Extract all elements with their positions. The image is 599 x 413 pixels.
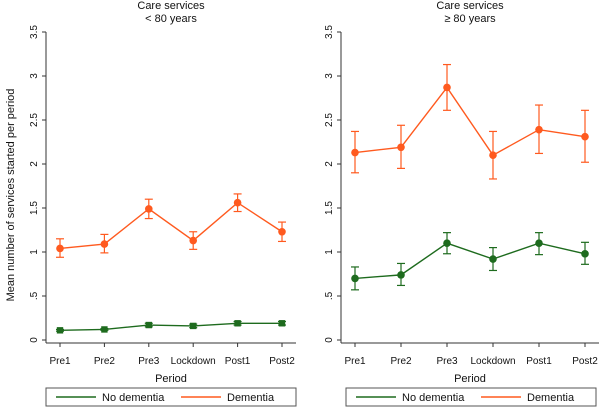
x-tick-label: Pre1	[344, 356, 366, 367]
legend-label: Dementia	[227, 392, 275, 404]
x-axis-label: Period	[155, 373, 187, 385]
x-tick-label: Post1	[225, 356, 251, 367]
y-tick-label: 1.5	[324, 201, 335, 215]
y-tick-label: 1	[324, 249, 335, 255]
series-dementia	[351, 63, 589, 180]
data-point	[145, 321, 152, 329]
x-tick-label: Pre1	[49, 356, 71, 367]
series-dementia	[56, 193, 286, 258]
y-tick-label: 2.5	[324, 113, 335, 127]
x-axis-label: Period	[454, 373, 486, 385]
series-line	[59, 201, 283, 250]
data-point	[397, 143, 405, 152]
data-point	[443, 239, 451, 247]
y-tick-label: 3	[29, 73, 40, 79]
data-point	[278, 320, 286, 327]
data-point	[145, 205, 153, 213]
panel-1: Care services< 80 years 0 .5 1 1.5 2 2.5 3 3.5 Pr…	[29, 0, 297, 407]
x-tick-label: Lockdown	[470, 356, 515, 367]
legend: No dementia Dementia	[45, 387, 297, 407]
data-point	[581, 132, 589, 141]
data-point	[489, 255, 497, 263]
y-tick-label: .5	[324, 291, 335, 300]
y-tick-label: 0	[324, 337, 335, 343]
series-line	[354, 86, 586, 157]
data-point	[233, 198, 242, 207]
y-tick-label: 1	[29, 249, 40, 255]
data-point	[397, 271, 405, 279]
y-tick-label: 1.5	[29, 201, 40, 215]
y-tick-label: .5	[29, 291, 40, 300]
y-tick-label: 2	[324, 161, 335, 167]
data-point	[100, 240, 109, 248]
data-point	[489, 151, 497, 159]
series-no-dementia	[351, 232, 589, 291]
y-tick-label: 3.5	[29, 25, 40, 39]
panel-title: Care services	[137, 0, 205, 12]
legend-label: Dementia	[527, 392, 575, 404]
legend: No dementia Dementia	[345, 387, 597, 407]
x-tick-label: Post1	[526, 356, 552, 367]
data-point	[189, 236, 197, 245]
series-line	[59, 322, 282, 332]
panel-2: Care services≥ 80 years 0 .5 1 1.5 2 2.5 3 3.5 Pr…	[324, 0, 599, 407]
shared-y-axis-label: Mean number of services started per peri…	[5, 89, 17, 302]
x-tick-label: Post2	[572, 356, 598, 367]
data-point	[581, 249, 589, 258]
legend-box	[45, 387, 297, 407]
y-tick-label: 3.5	[324, 25, 335, 39]
data-point	[278, 227, 286, 236]
series-no-dementia	[56, 320, 286, 334]
data-point	[443, 83, 451, 92]
series-line	[354, 242, 586, 280]
y-tick-label: 3	[324, 73, 335, 79]
legend-box	[345, 387, 597, 407]
x-tick-label: Pre2	[94, 356, 116, 367]
panel-subtitle: ≥ 80 years	[444, 13, 496, 25]
y-tick-label: 2	[29, 161, 40, 167]
y-tick-label: 0	[29, 337, 40, 343]
data-point	[351, 148, 359, 157]
data-point	[535, 125, 543, 134]
x-tick-label: Pre3	[436, 356, 458, 367]
data-point	[190, 322, 197, 330]
data-point	[234, 320, 241, 327]
y-tick-label: 2.5	[29, 113, 40, 127]
panel-subtitle: < 80 years	[145, 13, 197, 25]
data-point	[101, 326, 108, 333]
x-tick-label: Pre2	[390, 356, 412, 367]
data-point	[56, 327, 64, 334]
data-point	[535, 239, 543, 247]
data-point	[56, 244, 64, 253]
data-point	[351, 274, 359, 283]
legend-label: No dementia	[102, 392, 165, 404]
legend-label: No dementia	[402, 392, 465, 404]
panel-title: Care services	[436, 0, 504, 12]
x-tick-label: Pre3	[138, 356, 160, 367]
x-tick-label: Lockdown	[171, 356, 216, 367]
x-tick-label: Post2	[269, 356, 295, 367]
